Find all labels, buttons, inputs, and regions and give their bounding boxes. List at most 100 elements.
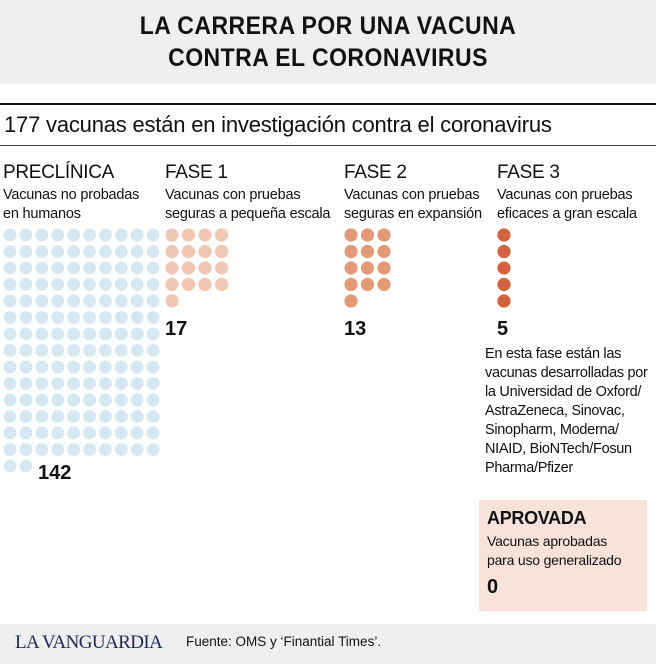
dot-preclinica bbox=[19, 261, 33, 275]
dot-fase-2 bbox=[360, 228, 375, 242]
dot-preclinica bbox=[146, 443, 160, 456]
stage-title-preclinica: PRECLÍNICA bbox=[3, 162, 115, 183]
dot-preclinica bbox=[99, 360, 112, 374]
dot-preclinica bbox=[3, 261, 17, 275]
dot-preclinica bbox=[51, 393, 65, 407]
subtitle-rule bbox=[0, 145, 656, 146]
dot-preclinica bbox=[19, 311, 33, 324]
dot-preclinica bbox=[3, 377, 17, 390]
dot-preclinica bbox=[83, 426, 96, 440]
dot-preclinica bbox=[35, 228, 49, 242]
dot-fase-2 bbox=[377, 228, 391, 242]
dot-preclinica bbox=[67, 410, 80, 423]
source-note: Fuente: OMS y ‘Finantial Times’. bbox=[186, 634, 382, 649]
dot-fase-3 bbox=[497, 261, 511, 275]
approved-desc: Vacunas aprobadas para uso generalizado bbox=[487, 533, 622, 568]
dot-preclinica bbox=[3, 360, 17, 374]
dot-preclinica bbox=[3, 410, 17, 423]
dot-preclinica bbox=[35, 278, 49, 291]
dot-preclinica bbox=[51, 294, 65, 308]
dot-preclinica bbox=[51, 377, 65, 390]
dot-fase-3 bbox=[497, 277, 511, 292]
dot-preclinica bbox=[51, 410, 65, 423]
dot-fase-1 bbox=[198, 261, 212, 275]
footer-band bbox=[0, 624, 656, 664]
dot-preclinica bbox=[51, 327, 65, 341]
count-preclinica: 142 bbox=[38, 462, 72, 484]
dot-preclinica bbox=[146, 311, 160, 324]
dot-preclinica bbox=[51, 344, 65, 357]
dot-preclinica bbox=[35, 393, 49, 407]
dot-fase-2 bbox=[344, 277, 358, 292]
dot-preclinica bbox=[67, 278, 80, 291]
dot-fase-1 bbox=[165, 244, 179, 259]
dot-preclinica bbox=[130, 410, 144, 423]
dot-fase-1 bbox=[214, 228, 229, 242]
approved-title: APROVADA bbox=[487, 508, 587, 528]
dot-preclinica bbox=[67, 311, 80, 324]
dot-fase-1 bbox=[214, 244, 229, 259]
dot-fase-1 bbox=[198, 244, 212, 259]
dot-fase-2 bbox=[344, 244, 358, 259]
dot-preclinica bbox=[67, 377, 80, 390]
phase3-note: En esta fase están las vacunas desarroll… bbox=[485, 346, 648, 476]
dot-preclinica bbox=[114, 278, 128, 291]
dot-fase-2 bbox=[344, 261, 358, 275]
dot-preclinica bbox=[51, 245, 65, 258]
dot-preclinica bbox=[19, 443, 33, 456]
stage-title-fase-1: FASE 1 bbox=[165, 162, 228, 183]
dot-preclinica bbox=[3, 344, 17, 357]
dot-preclinica bbox=[130, 278, 144, 291]
dot-preclinica bbox=[67, 393, 80, 407]
chart-title-line-1: LA CARRERA POR UNA VACUNA bbox=[139, 12, 517, 40]
dot-fase-2 bbox=[377, 244, 391, 259]
dot-preclinica bbox=[67, 228, 80, 242]
dot-preclinica bbox=[146, 261, 160, 275]
dot-preclinica bbox=[130, 294, 144, 308]
approved-count: 0 bbox=[487, 576, 499, 598]
dot-preclinica bbox=[146, 327, 160, 341]
dot-preclinica bbox=[146, 245, 160, 258]
dot-preclinica bbox=[130, 327, 144, 341]
dot-preclinica bbox=[146, 344, 160, 357]
dot-preclinica bbox=[114, 377, 128, 390]
dot-preclinica bbox=[67, 426, 80, 440]
dot-preclinica bbox=[130, 360, 144, 374]
dot-preclinica bbox=[3, 426, 17, 440]
dot-preclinica bbox=[114, 261, 128, 275]
dot-preclinica bbox=[99, 410, 112, 423]
dot-preclinica bbox=[35, 344, 49, 357]
dot-preclinica bbox=[99, 261, 112, 275]
dot-preclinica bbox=[146, 228, 160, 242]
dot-preclinica bbox=[35, 311, 49, 324]
dot-preclinica bbox=[130, 426, 144, 440]
title-band: LA CARRERA POR UNA VACUNA CONTRA EL CORO… bbox=[0, 0, 656, 84]
dot-preclinica bbox=[99, 311, 112, 324]
dot-preclinica bbox=[99, 228, 112, 242]
dot-fase-2 bbox=[344, 228, 358, 242]
dot-preclinica bbox=[19, 426, 33, 440]
dot-preclinica bbox=[114, 327, 128, 341]
dot-fase-1 bbox=[198, 277, 212, 292]
dot-fase-1 bbox=[165, 294, 179, 308]
dot-preclinica bbox=[19, 360, 33, 374]
dot-preclinica bbox=[146, 360, 160, 374]
dot-preclinica bbox=[35, 261, 49, 275]
chart-title-line-2: CONTRA EL CORONAVIRUS bbox=[168, 44, 488, 72]
dot-preclinica bbox=[35, 377, 49, 390]
dot-preclinica bbox=[19, 245, 33, 258]
dot-preclinica bbox=[130, 228, 144, 242]
dot-preclinica bbox=[114, 344, 128, 357]
top-rule bbox=[0, 103, 656, 105]
dot-preclinica bbox=[99, 294, 112, 308]
dot-preclinica bbox=[67, 261, 80, 275]
dot-preclinica bbox=[19, 327, 33, 341]
dot-preclinica bbox=[83, 228, 96, 242]
dot-preclinica bbox=[83, 443, 96, 456]
stage-title-fase-3: FASE 3 bbox=[497, 162, 560, 183]
stage-desc-preclinica: Vacunas no probadas en humanos bbox=[3, 187, 140, 222]
dot-preclinica bbox=[83, 261, 96, 275]
dot-preclinica bbox=[83, 327, 96, 341]
dot-preclinica bbox=[35, 410, 49, 423]
dot-preclinica bbox=[114, 294, 128, 308]
